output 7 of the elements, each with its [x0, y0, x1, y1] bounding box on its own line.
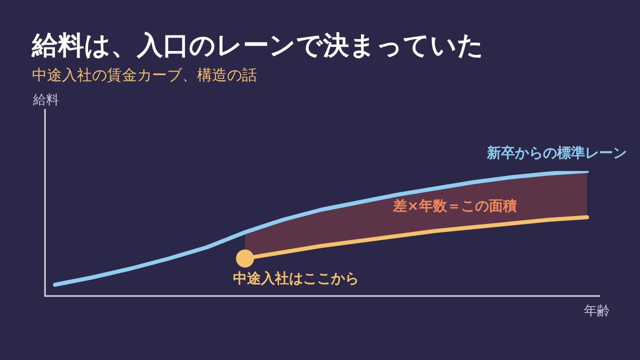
x-axis-title: 年齢 [584, 304, 610, 319]
series-label: 新卒からの標準レーン [486, 144, 627, 162]
chart-subtitle: 中途入社の賃金カーブ、構造の話 [32, 66, 257, 85]
chart-title: 給料は、入口のレーンで決まっていた [32, 30, 484, 63]
series-label: 中途入社はここから [233, 271, 359, 288]
y-axis-title: 給料 [32, 92, 59, 108]
annotation: 差×年数＝この面積 [392, 198, 517, 215]
